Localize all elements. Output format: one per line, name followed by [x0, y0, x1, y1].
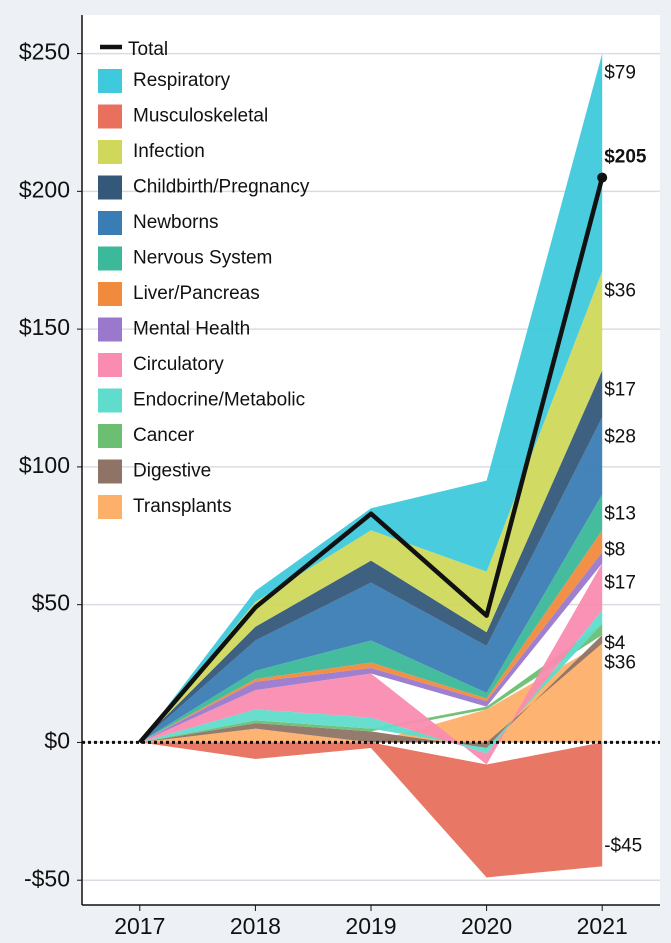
y-tick-label: $250: [19, 39, 70, 65]
legend-label: Cancer: [133, 425, 195, 446]
legend-swatch: [98, 282, 122, 306]
legend-label: Musculoskeletal: [133, 106, 268, 127]
total-point: [597, 172, 608, 183]
value-label: $79: [604, 63, 636, 84]
y-tick-label: $0: [44, 728, 70, 754]
legend-label: Respiratory: [133, 70, 231, 91]
y-tick-label: $100: [19, 452, 70, 478]
legend-swatch: [98, 424, 122, 448]
legend-swatch: [98, 495, 122, 519]
legend-swatch: [98, 104, 122, 129]
area: [139, 610, 603, 754]
area: [139, 53, 603, 743]
area: [139, 634, 603, 748]
area: [139, 417, 603, 743]
legend-label: Digestive: [133, 461, 211, 482]
value-label: $17: [604, 379, 636, 400]
legend-swatch: [98, 246, 122, 271]
legend-label: Transplants: [133, 496, 232, 517]
legend-label: Childbirth/Pregnancy: [133, 177, 310, 198]
legend: Total Respiratory Musculoskeletal Infection…: [98, 39, 310, 519]
area: [139, 271, 603, 743]
legend-swatch: [98, 69, 122, 93]
legend-swatch: [98, 175, 122, 200]
area: [139, 643, 603, 743]
x-tick-label: 2021: [577, 913, 628, 939]
legend-swatch: [98, 211, 122, 235]
value-label: $13: [604, 503, 636, 524]
legend-label: Circulatory: [133, 354, 224, 375]
value-label: $36: [604, 652, 636, 673]
legend-swatch: [98, 353, 122, 377]
legend-label: Endocrine/Metabolic: [133, 390, 305, 411]
area: [139, 742, 603, 878]
total-line: [138, 176, 605, 744]
legend-label: Mental Health: [133, 319, 250, 340]
value-label: $28: [604, 426, 636, 447]
y-tick-label: $200: [19, 176, 70, 202]
value-label: $8: [604, 539, 625, 560]
legend-label: Newborns: [133, 212, 219, 233]
x-tick-label: 2020: [461, 913, 512, 939]
legend-label: Total: [128, 39, 168, 60]
legend-swatch: [98, 388, 122, 413]
value-label: $36: [604, 280, 636, 301]
y-tick-label: $150: [19, 314, 70, 340]
y-tick-label: -$50: [24, 865, 70, 891]
x-tick-label: 2019: [345, 913, 396, 939]
legend-swatch: [98, 459, 122, 484]
x-tick-label: 2017: [114, 913, 165, 939]
legend-label: Nervous System: [133, 248, 272, 269]
y-tick-label: $50: [32, 590, 70, 616]
value-label: -$45: [604, 835, 642, 856]
legend-label: Liver/Pancreas: [133, 283, 260, 304]
value-label: $4: [604, 633, 626, 654]
value-label: $17: [604, 572, 636, 593]
total-label: $205: [604, 147, 647, 168]
legend-label: Infection: [133, 141, 205, 162]
x-tick-label: 2018: [230, 913, 281, 939]
legend-swatch: [98, 317, 122, 342]
legend-swatch: [98, 140, 122, 164]
